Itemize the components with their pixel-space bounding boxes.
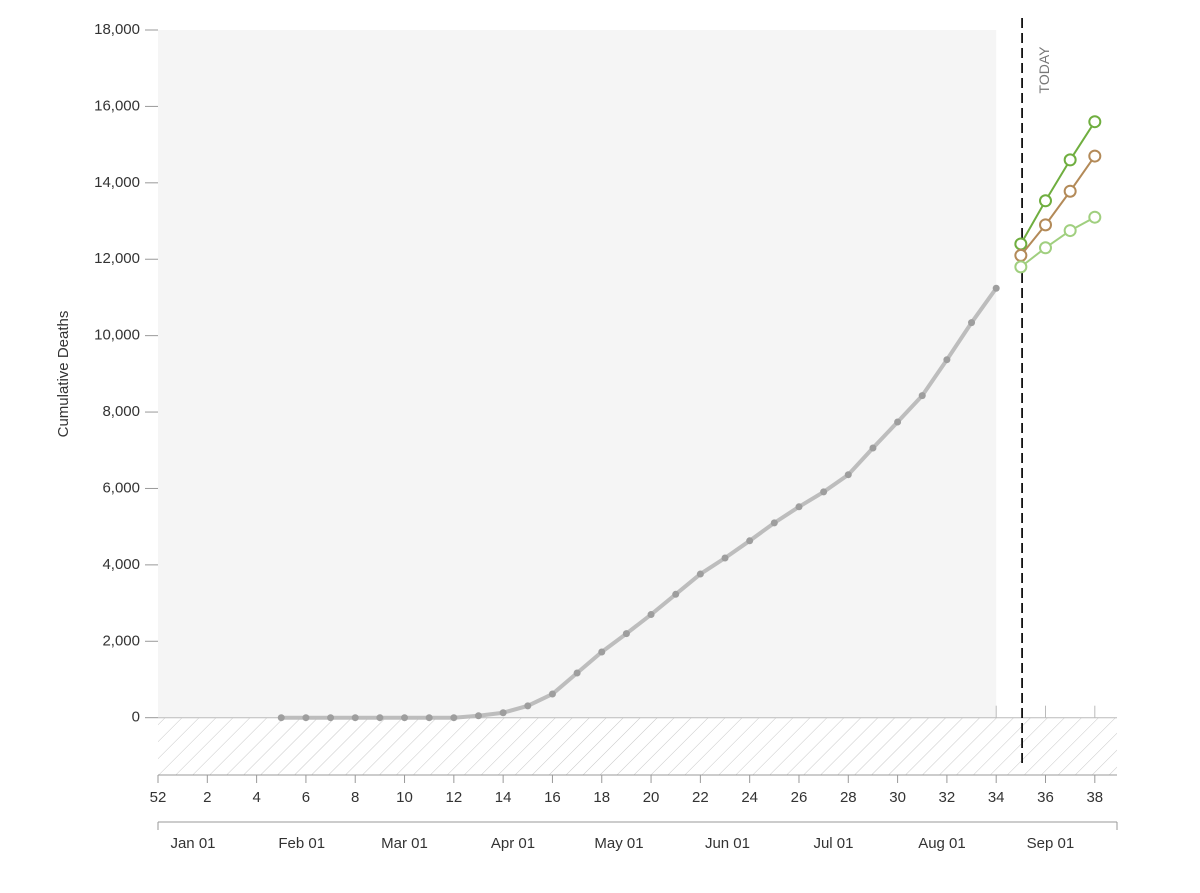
series-point (524, 702, 532, 710)
y-tick-label: 0 (132, 709, 140, 726)
series-point (1014, 237, 1028, 251)
series-point (548, 690, 556, 698)
x-tick-label: 2 (203, 789, 211, 806)
series-point (425, 714, 433, 722)
month-label: Sep 01 (1027, 835, 1075, 852)
y-tick-label: 4,000 (102, 556, 140, 573)
series-point (450, 714, 458, 722)
month-label: Jun 01 (705, 835, 750, 852)
y-tick-label: 6,000 (102, 479, 140, 496)
series-line (1019, 121, 1096, 245)
y-tick-label: 8,000 (102, 403, 140, 420)
x-tick-label: 22 (692, 789, 709, 806)
series-point (302, 714, 310, 722)
series-point (795, 503, 803, 511)
x-tick-label: 28 (840, 789, 857, 806)
x-tick-label: 52 (150, 789, 167, 806)
series-point (746, 537, 754, 545)
series-point (672, 590, 680, 598)
series-point (327, 714, 335, 722)
series-point (943, 356, 951, 364)
series-point (1063, 224, 1077, 238)
series-point (1039, 194, 1053, 208)
month-label: Mar 01 (381, 835, 428, 852)
series-point (277, 714, 285, 722)
series-point (992, 284, 1000, 292)
series-point (499, 709, 507, 717)
y-tick-label: 12,000 (94, 250, 140, 267)
series-point (721, 554, 729, 562)
series-point (376, 714, 384, 722)
series-point (1088, 210, 1102, 224)
series-point (968, 319, 976, 327)
series-point (1063, 184, 1077, 198)
month-label: Apr 01 (491, 835, 535, 852)
y-axis-label: Cumulative Deaths (55, 311, 72, 438)
series-point (1014, 260, 1028, 274)
y-tick-label: 18,000 (94, 21, 140, 38)
series-point (401, 714, 409, 722)
x-tick-label: 10 (396, 789, 413, 806)
series-point (696, 570, 704, 578)
series-point (770, 519, 778, 527)
series-point (820, 488, 828, 496)
series-point (351, 714, 359, 722)
month-label: Jan 01 (170, 835, 215, 852)
month-label: May 01 (594, 835, 643, 852)
series-point (844, 471, 852, 479)
x-tick-label: 34 (988, 789, 1005, 806)
month-label: Aug 01 (918, 835, 966, 852)
series-point (1088, 149, 1102, 163)
x-tick-label: 4 (252, 789, 260, 806)
x-tick-label: 38 (1086, 789, 1103, 806)
series-point (918, 392, 926, 400)
y-tick-label: 16,000 (94, 97, 140, 114)
x-tick-label: 26 (791, 789, 808, 806)
series-point (1088, 115, 1102, 129)
x-tick-label: 36 (1037, 789, 1054, 806)
month-label: Feb 01 (278, 835, 325, 852)
x-tick-label: 16 (544, 789, 561, 806)
series-point (1063, 153, 1077, 167)
series-point (598, 648, 606, 656)
x-tick-label: 20 (643, 789, 660, 806)
negative-region (158, 717, 1117, 775)
x-tick-label: 14 (495, 789, 512, 806)
y-tick-label: 2,000 (102, 632, 140, 649)
x-tick-label: 32 (939, 789, 956, 806)
series-point (894, 418, 902, 426)
x-tick-label: 12 (445, 789, 462, 806)
series-point (622, 630, 630, 638)
y-tick-label: 10,000 (94, 327, 140, 344)
series-line (281, 287, 998, 720)
series-point (1039, 218, 1053, 232)
x-tick-label: 8 (351, 789, 359, 806)
x-tick-label: 6 (302, 789, 310, 806)
series-point (1039, 241, 1053, 255)
series-line (1020, 216, 1096, 268)
today-label: TODAY (1036, 46, 1052, 94)
x-tick-label: 18 (593, 789, 610, 806)
series-point (474, 712, 482, 720)
series-line (1020, 155, 1096, 257)
series-point (1014, 248, 1028, 262)
month-label: Jul 01 (813, 835, 853, 852)
series-point (869, 444, 877, 452)
series-point (573, 669, 581, 677)
x-tick-label: 30 (889, 789, 906, 806)
y-tick-label: 14,000 (94, 174, 140, 191)
x-tick-label: 24 (741, 789, 758, 806)
observed-region (158, 30, 997, 718)
series-point (647, 611, 655, 619)
